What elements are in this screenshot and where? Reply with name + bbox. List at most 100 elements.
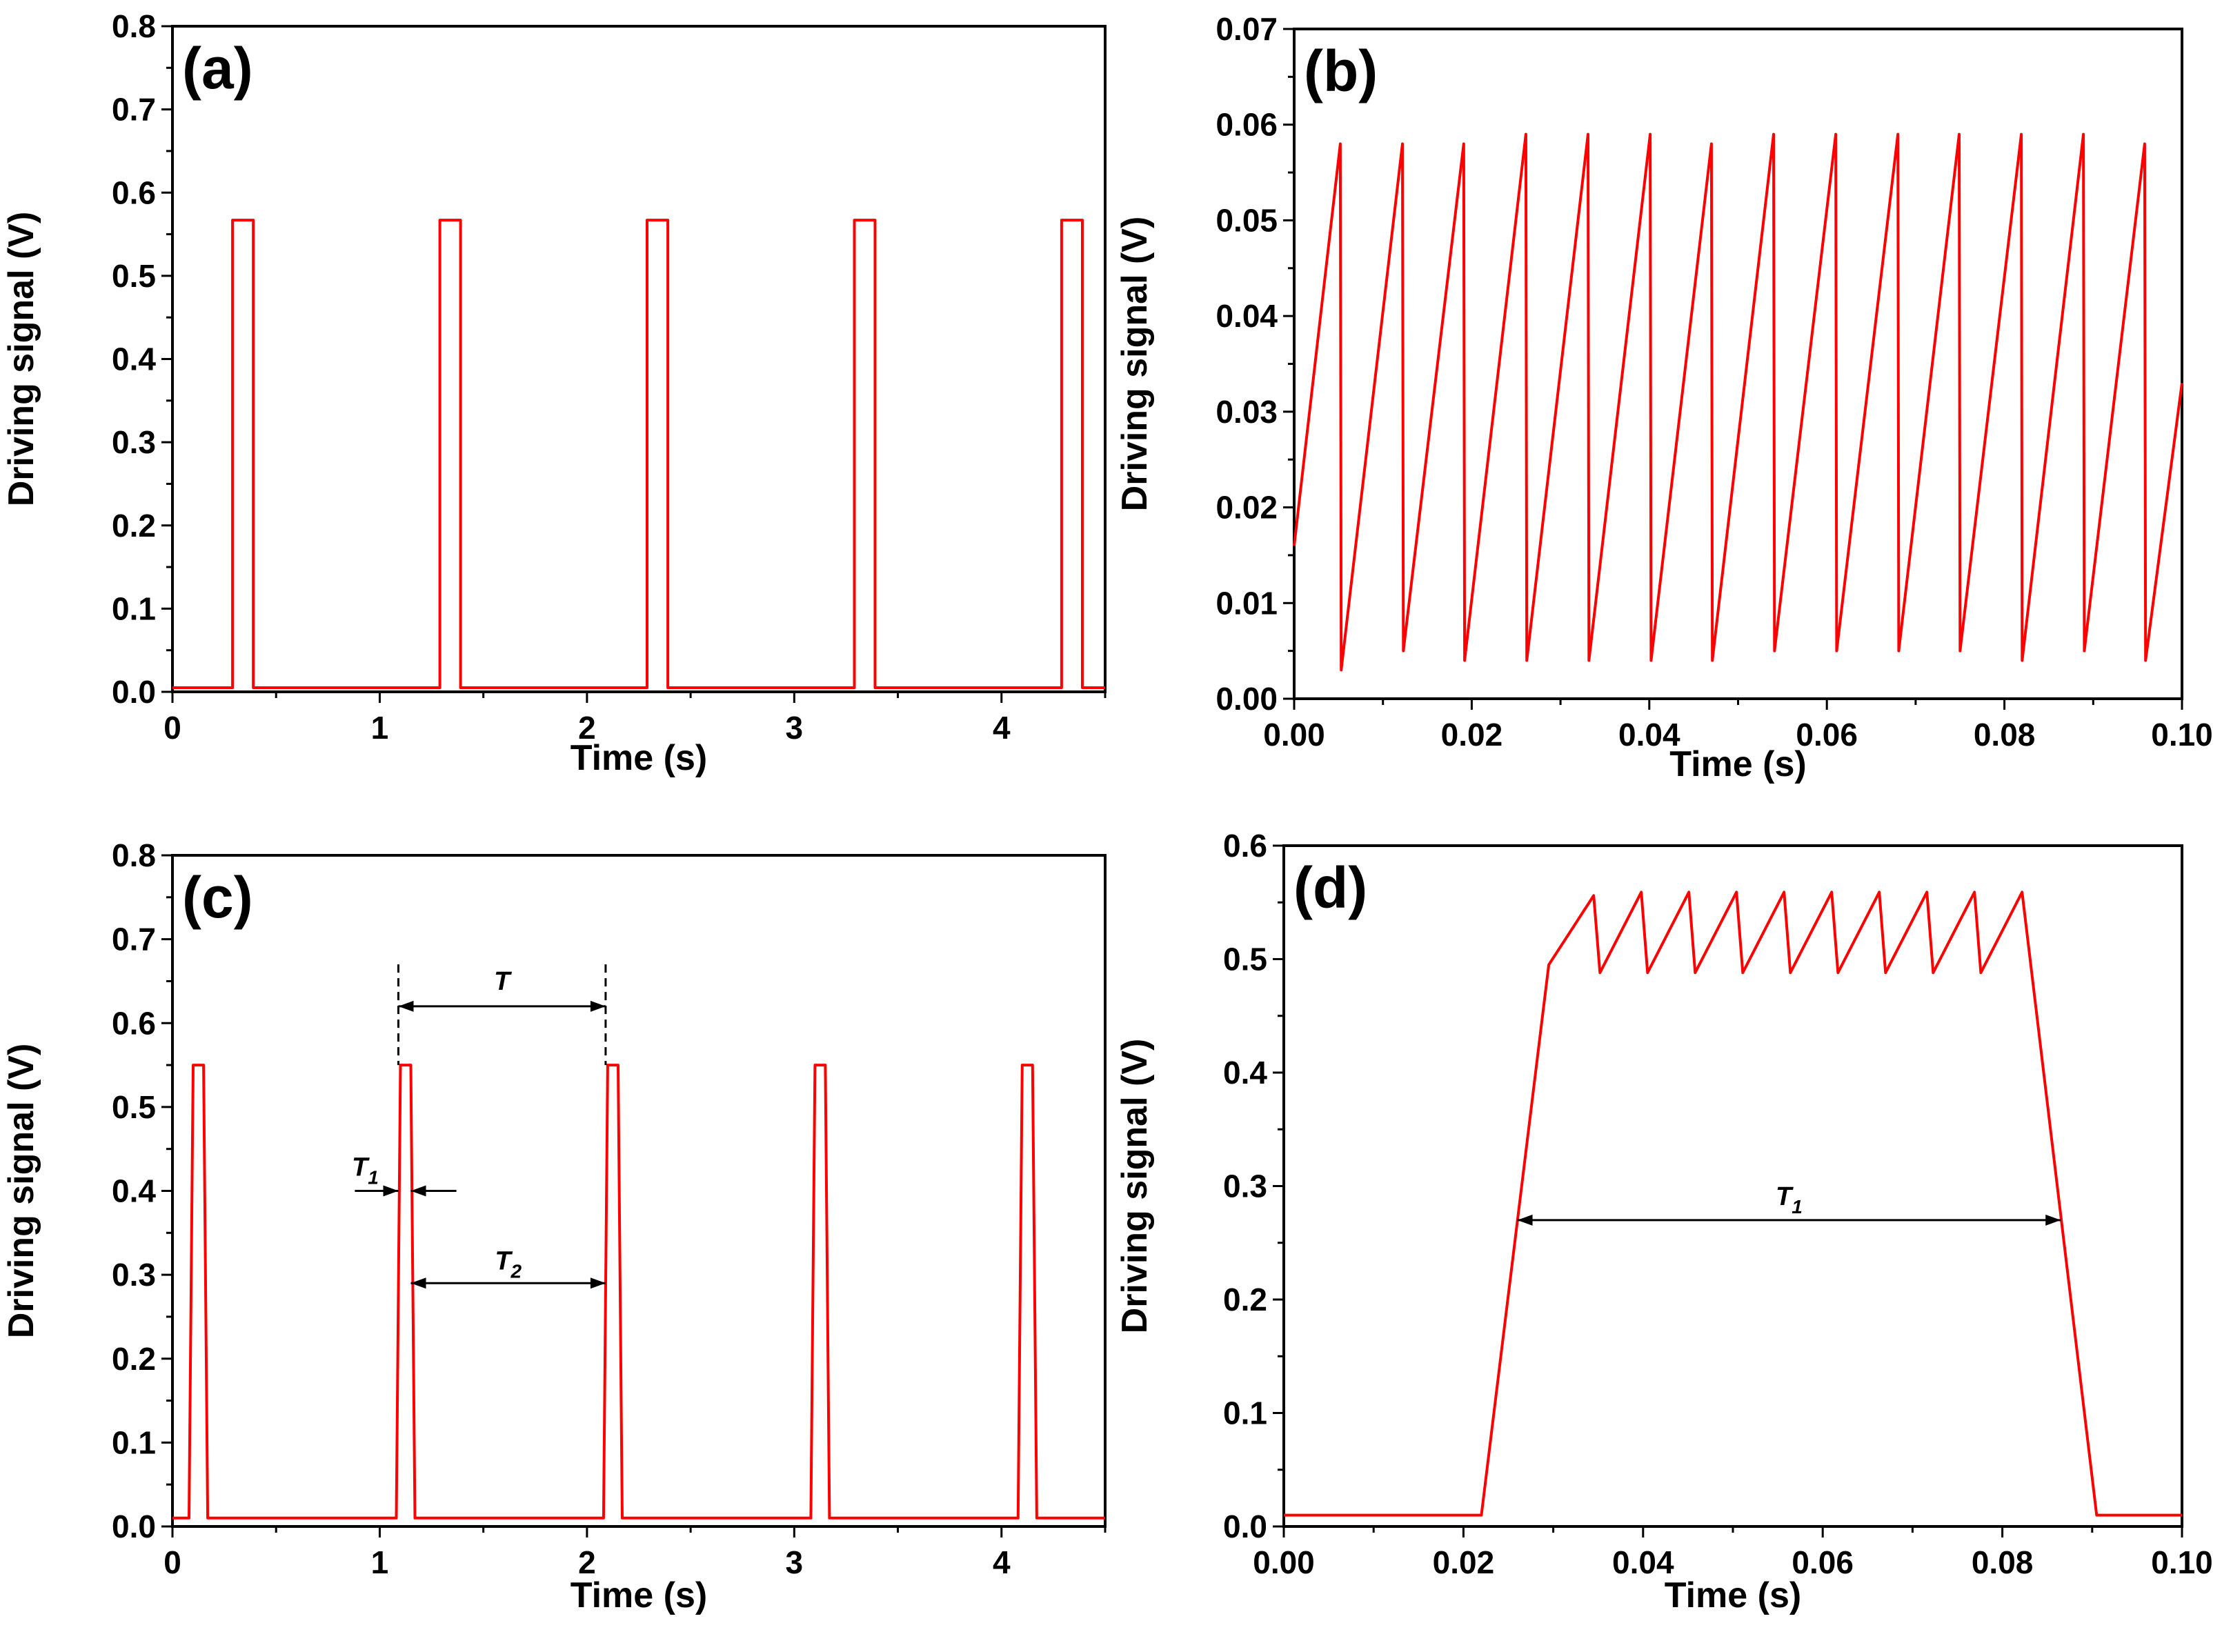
y-tick-label: 0.2 <box>112 1341 156 1377</box>
y-tick-label: 0.7 <box>112 922 156 957</box>
series-line-driving-signal <box>1293 132 2183 672</box>
x-axis-label: Time (s) <box>571 1575 707 1615</box>
y-axis-label: Driving signal (V) <box>1115 217 1155 512</box>
x-tick-label: 3 <box>786 1544 804 1580</box>
y-axis-label: Driving signal (V) <box>1 212 41 507</box>
pulse-width-symbol-subscript: 1 <box>1792 1196 1803 1217</box>
y-tick-label: 0.00 <box>1216 681 1278 717</box>
arrow-head <box>1517 1214 1533 1226</box>
gap-symbol-main: T <box>495 1246 513 1275</box>
y-tick-label: 0.5 <box>112 1089 156 1125</box>
y-tick-label: 0.1 <box>112 590 156 626</box>
x-tick-label: 0.08 <box>1974 717 2036 753</box>
plot-frame <box>1282 844 2183 1528</box>
y-tick-label: 0.4 <box>112 341 156 377</box>
gap-symbol-subscript: 2 <box>510 1260 522 1282</box>
y-tick-label: 0.7 <box>112 92 156 128</box>
y-tick-label: 0.6 <box>112 175 156 210</box>
y-axis-label: Driving signal (V) <box>1 1044 41 1339</box>
y-tick-label: 0.2 <box>112 508 156 544</box>
gap-symbol: T2 <box>495 1246 522 1282</box>
pulse-width-arrows <box>355 1185 457 1197</box>
panel-label: (a) <box>182 36 253 101</box>
x-axis-label: Time (s) <box>1669 744 1806 784</box>
panel-c: 0 1 2 3 4 0.0 0.1 0.2 0.3 0.4 0.5 0.6 0.7 0.8 Time (s)… <box>1 837 1107 1615</box>
y-tick-label: 0.6 <box>112 1005 156 1041</box>
series-line-driving-signal <box>1284 890 2182 1517</box>
y-tick-label: 0.0 <box>112 674 156 710</box>
x-axis-label: Time (s) <box>1665 1575 1801 1615</box>
y-tick-label: 0.01 <box>1216 585 1278 621</box>
y-tick-label: 0.2 <box>1223 1282 1267 1317</box>
period-arrow <box>398 1000 606 1012</box>
y-tick-label: 0.8 <box>112 837 156 873</box>
x-tick-label: 0.02 <box>1441 717 1503 753</box>
x-tick-label: 0 <box>163 1544 181 1580</box>
y-tick-label: 0.07 <box>1216 11 1278 47</box>
y-tick-label: 0.3 <box>1223 1168 1267 1204</box>
y-tick-label: 0.5 <box>112 258 156 294</box>
x-tick-label: 0.10 <box>2151 1544 2213 1580</box>
x-tick-label: 2 <box>578 1544 596 1580</box>
y-tick-label: 0.05 <box>1216 202 1278 238</box>
y-tick-label: 0.02 <box>1216 490 1278 526</box>
y-axis-label: Driving signal (V) <box>1115 1039 1155 1334</box>
arrow-head <box>410 1277 426 1289</box>
series-line-driving-signal <box>172 219 1105 689</box>
y-tick-label: 0.4 <box>112 1173 156 1209</box>
y-tick-label: 0.03 <box>1216 394 1278 430</box>
x-tick-label: 0.06 <box>1792 1544 1854 1580</box>
plot-frame <box>171 25 1107 693</box>
x-axis-label: Time (s) <box>571 738 707 778</box>
y-tick-label: 0.3 <box>112 424 156 460</box>
x-tick-label: 0.04 <box>1618 717 1680 753</box>
plot-frame <box>171 854 1107 1528</box>
pulse-width-symbol-main: T <box>1776 1182 1794 1211</box>
pulse-width-arrow <box>1517 1214 2061 1226</box>
x-tick-label: 1 <box>371 1544 389 1580</box>
panel-a: 0 1 2 3 4 0.0 0.1 0.2 0.3 0.4 0.5 0.6 0.7 0.8 Time (s)… <box>1 8 1107 778</box>
y-tick-label: 0.1 <box>1223 1395 1267 1431</box>
y-tick-label: 0.0 <box>112 1509 156 1544</box>
pulse-width-symbol-main: T <box>352 1153 370 1182</box>
panel-label: (d) <box>1293 855 1367 920</box>
period-symbol-main: T <box>494 967 512 996</box>
pulse-width-symbol: T1 <box>352 1153 379 1188</box>
pulse-width-symbol: T1 <box>1776 1182 1803 1217</box>
y-tick-label: 0.3 <box>112 1257 156 1293</box>
y-tick-label: 0.4 <box>1223 1055 1267 1091</box>
arrow-head <box>590 1000 606 1012</box>
y-tick-label: 0.1 <box>112 1424 156 1460</box>
x-tick-label: 4 <box>993 1544 1011 1580</box>
panel-b: 0.00 0.02 0.04 0.06 0.08 0.10 0.00 0.01 0.02 0.03… <box>1115 11 2213 784</box>
x-tick-label: 4 <box>993 710 1011 746</box>
panel-label: (b) <box>1304 39 1378 103</box>
plot-frame <box>1293 28 2183 700</box>
x-tick-label: 0.02 <box>1433 1544 1495 1580</box>
y-tick-label: 0.6 <box>1223 828 1267 864</box>
arrow-head <box>410 1185 426 1197</box>
x-tick-label: 0.06 <box>1796 717 1858 753</box>
y-tick-label: 0.8 <box>112 8 156 44</box>
x-tick-label: 0.04 <box>1612 1544 1674 1580</box>
x-tick-label: 1 <box>371 710 389 746</box>
x-tick-label: 2 <box>578 710 596 746</box>
y-tick-label: 0.0 <box>1223 1509 1267 1544</box>
x-tick-label: 0 <box>163 710 181 746</box>
y-tick-label: 0.06 <box>1216 107 1278 143</box>
panel-label: (c) <box>182 865 253 930</box>
x-tick-label: 3 <box>786 710 804 746</box>
pulse-width-symbol-subscript: 1 <box>368 1167 379 1188</box>
panel-d: 0.00 0.02 0.04 0.06 0.08 0.10 0.0 0.1 0.2 0.3 0.4 0… <box>1115 828 2213 1615</box>
series-line-driving-signal <box>172 1064 1105 1520</box>
arrow-head <box>2045 1214 2061 1226</box>
arrow-head <box>383 1185 399 1197</box>
y-tick-label: 0.04 <box>1216 298 1278 334</box>
gap-arrow <box>410 1277 606 1289</box>
x-tick-label: 0.00 <box>1253 1544 1315 1580</box>
arrow-head <box>398 1000 414 1012</box>
y-tick-label: 0.5 <box>1223 942 1267 977</box>
x-tick-label: 0.10 <box>2151 717 2213 753</box>
period-symbol: T <box>494 967 512 996</box>
